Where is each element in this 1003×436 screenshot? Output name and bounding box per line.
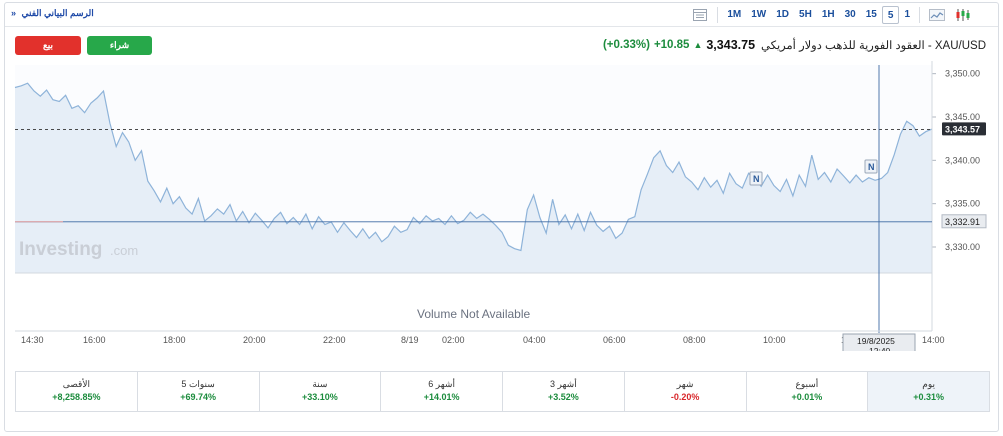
timeframe-button-1d[interactable]: 1D (776, 9, 790, 20)
news-marker-label: N (868, 162, 875, 172)
x-tick-label: 18:00 (163, 335, 186, 345)
news-marker-icon[interactable] (749, 171, 763, 186)
x-tick-label: 20:00 (243, 335, 266, 345)
cross-time-date: 19/8/2025 (857, 336, 895, 346)
timeframe-button-1[interactable]: 1 (904, 9, 910, 20)
instrument-name: XAU/USD - العقود الفورية للذهب دولار أمر… (761, 40, 986, 52)
period-cell[interactable]: شهر -0.20% (623, 372, 746, 411)
timeframe-list: 1M 1W 1D 5H 1H 30 15 5 1 (722, 6, 915, 24)
volume-not-available-text: Volume Not Available (417, 307, 531, 321)
period-cell[interactable]: أسبوع +0.01% (745, 372, 868, 411)
x-tick-label: 22:00 (323, 335, 346, 345)
period-cell[interactable]: الأقصى +8,258.85% (16, 372, 137, 411)
period-value: +14.01% (423, 392, 460, 402)
technical-chart-label: الرسم البياني الفني (21, 8, 94, 18)
up-arrow-icon: ▲ (693, 40, 703, 50)
candlestick-icon[interactable] (954, 6, 972, 24)
timeframe-button-1m[interactable]: 1M (727, 9, 742, 20)
period-label: يوم (922, 379, 935, 389)
price-chart[interactable]: Investing .com 3,350.00 3,345.00 3,340.00 3,3… (5, 61, 1000, 359)
period-value: +69.74% (180, 392, 217, 402)
x-tick-label: 14:00 (922, 335, 945, 345)
y-tick-label: 3,350.00 (945, 69, 980, 79)
timeframe-button-30[interactable]: 30 (844, 9, 856, 20)
period-cell[interactable]: 5 سنوات +69.74% (136, 372, 259, 411)
table-icon[interactable] (691, 6, 709, 24)
y-tick-label: 3,340.00 (945, 155, 980, 165)
sell-button[interactable]: بيع (15, 36, 81, 55)
timeframe-button-5h[interactable]: 5H (799, 9, 812, 20)
cross-price-label: 3,332.91 (945, 217, 980, 227)
period-cell[interactable]: يوم +0.31% (867, 372, 989, 411)
investing-watermark: Investing (19, 239, 102, 260)
period-cell[interactable]: 3 أشهر +3.52% (502, 372, 624, 411)
period-label: الأقصى (62, 379, 90, 389)
timeframe-bar: 1M 1W 1D 5H 1H 30 15 5 1 (687, 5, 976, 25)
performance-periods: يوم +0.31% أسبوع +0.01% شهر -0.20% 3 أشهر +3.52… (15, 371, 990, 412)
timeframe-button-1h[interactable]: 1H (821, 9, 835, 20)
period-value: +3.52% (547, 392, 579, 402)
cross-price-tag (941, 214, 987, 229)
period-label: 5 سنوات (181, 379, 215, 389)
period-cell[interactable]: سنة +33.10% (258, 372, 381, 411)
y-tick-label: 3,345.00 (945, 112, 980, 122)
buy-button[interactable]: شراء (87, 36, 152, 55)
change-percent: (+0.33%) (602, 39, 650, 51)
price-line (14, 82, 933, 252)
change-value: +10.85 (653, 39, 690, 51)
period-value: +8,258.85% (52, 392, 101, 402)
area-chart-icon[interactable] (928, 6, 946, 24)
period-value: -0.20% (670, 392, 700, 402)
price-chart-svg[interactable]: Investing .com 3,350.00 3,345.00 3,340.00 3,3… (5, 61, 1000, 359)
double-chevron-icon: » (11, 8, 17, 18)
toolbar-divider (919, 7, 920, 23)
x-tick-label: 8/19 (401, 335, 419, 345)
chart-toolbar: » الرسم البياني الفني 1M 1W 1D 5H 1H 30 15 5 1 (5, 3, 998, 27)
current-price-label: 3,343.57 (945, 124, 980, 134)
timeframe-button-1w[interactable]: 1W (751, 9, 767, 20)
x-tick-label: 10:00 (763, 335, 786, 345)
price-area-fill (15, 83, 932, 273)
period-value: +0.01% (791, 392, 823, 402)
investing-watermark-suffix: .com (110, 243, 138, 258)
technical-chart-link[interactable]: » الرسم البياني الفني (11, 8, 94, 19)
current-price-tag (942, 122, 986, 136)
x-tick-label: 14:30 (21, 335, 44, 345)
news-marker-label: N (753, 174, 760, 184)
x-tick-label: 08:00 (683, 335, 706, 345)
period-value: +33.10% (301, 392, 338, 402)
toolbar-divider (717, 7, 719, 23)
chart-widget: » الرسم البياني الفني 1M 1W 1D 5H 1H 30 15 5 1 ب… (4, 2, 999, 432)
period-label: سنة (312, 379, 328, 389)
period-value: +0.31% (913, 392, 945, 402)
x-tick-label: 16:00 (83, 335, 106, 345)
period-label: 3 أشهر (550, 379, 577, 389)
timeframe-button-5[interactable]: 5 (881, 6, 900, 24)
period-label: أسبوع (795, 379, 819, 389)
instrument-header: (+0.33%) +10.85 ▲ 3,343.75 XAU/USD - الع… (603, 37, 986, 53)
period-cell[interactable]: 6 أشهر +14.01% (380, 372, 502, 411)
timeframe-button-15[interactable]: 15 (865, 9, 877, 20)
period-label: 6 أشهر (428, 379, 455, 389)
last-price: 3,343.75 (706, 38, 756, 52)
y-tick-label: 3,335.00 (945, 199, 980, 209)
x-tick-label: 02:00 (442, 335, 465, 345)
x-tick-label: 04:00 (523, 335, 546, 345)
period-label: شهر (676, 379, 694, 389)
news-marker-icon[interactable] (864, 159, 878, 174)
x-tick-label: 06:00 (603, 335, 626, 345)
y-tick-label: 3,330.00 (945, 242, 980, 252)
cross-time-time: 12:40 (869, 346, 891, 351)
